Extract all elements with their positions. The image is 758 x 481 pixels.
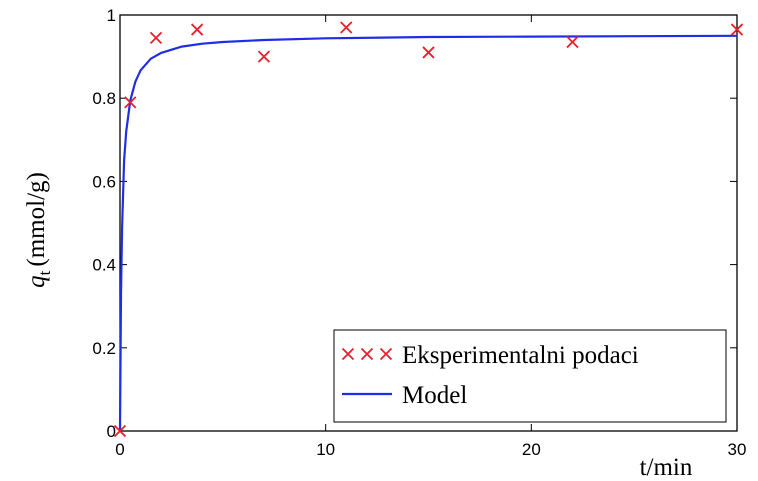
y-axis-subscript: t <box>35 270 54 275</box>
data-point <box>257 50 271 63</box>
y-axis-unit: (mmol/g) <box>23 172 50 266</box>
svg-text:qt(mmol/g): qt (mmol/g) <box>23 172 54 288</box>
data-point <box>113 424 127 438</box>
y-tick-label: 0.6 <box>92 172 116 191</box>
data-point <box>340 21 353 34</box>
legend-label-model: Model <box>402 382 467 409</box>
legend-marker <box>379 347 393 361</box>
data-point <box>730 23 744 36</box>
data-point <box>566 35 579 49</box>
x-axis-title: t/min <box>640 454 693 481</box>
legend-marker <box>360 347 374 361</box>
y-tick-label: 1 <box>107 6 116 25</box>
plot-frame <box>119 14 738 432</box>
x-tick-label: 20 <box>522 440 541 459</box>
x-tick-label: 30 <box>728 440 747 459</box>
data-point <box>149 31 163 45</box>
legend-label-experimental: Eksperimentalni podaci <box>402 342 639 369</box>
data-point <box>190 23 204 36</box>
y-tick-label: 0.4 <box>92 256 116 275</box>
y-tick-label: 0.8 <box>92 89 116 108</box>
x-tick-label: 0 <box>115 440 124 459</box>
y-tick-label: 0 <box>107 422 116 441</box>
plot-area: 0 10 20 30 0 0.2 0.4 0.6 0.8 1 Eksperimentalni pod… <box>92 6 746 459</box>
legend-box <box>333 329 727 423</box>
data-point <box>422 46 435 59</box>
y-tick-label: 0.2 <box>92 339 116 358</box>
y-axis-title: qt (mmol/g) <box>23 172 54 288</box>
x-tick-label: 10 <box>316 440 335 459</box>
data-point <box>124 96 137 109</box>
y-axis-symbol: q <box>23 275 50 288</box>
legend-marker <box>341 347 355 361</box>
model-line <box>118 34 738 432</box>
